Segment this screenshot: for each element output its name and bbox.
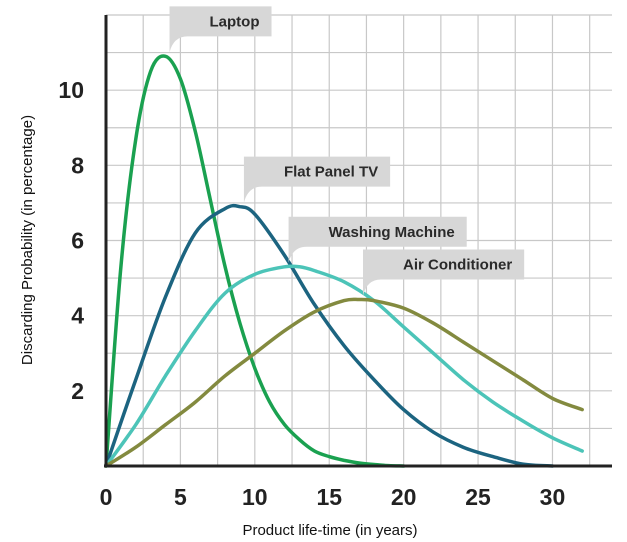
x-tick-label: 30 — [540, 484, 566, 510]
x-axis-title: Product life-time (in years) — [242, 522, 417, 539]
series-label-laptop: Laptop — [210, 13, 260, 30]
y-tick-label: 10 — [58, 77, 84, 103]
callout-air-conditioner: Air Conditioner — [363, 250, 524, 296]
y-tick-label: 8 — [71, 152, 84, 178]
series-line-air-conditioner — [106, 299, 582, 466]
x-tick-label: 15 — [316, 484, 342, 510]
series-label-flat-panel-tv: Flat Panel TV — [284, 164, 378, 181]
series-label-washing-machine: Washing Machine — [329, 224, 455, 241]
y-tick-label: 6 — [71, 228, 84, 254]
x-tick-label: 20 — [391, 484, 417, 510]
x-tick-label: 0 — [100, 484, 113, 510]
y-tick-label: 2 — [71, 378, 84, 404]
x-tick-label: 5 — [174, 484, 187, 510]
callout-flat-panel-tv: Flat Panel TV — [244, 157, 390, 203]
x-tick-label: 25 — [465, 484, 491, 510]
series-label-air-conditioner: Air Conditioner — [403, 257, 512, 274]
series-line-washing-machine — [106, 266, 582, 466]
y-tick-label: 4 — [71, 303, 84, 329]
x-tick-label: 10 — [242, 484, 268, 510]
y-axis-title: Discarding Probability (in percentage) — [19, 115, 36, 365]
callout-laptop: Laptop — [170, 6, 272, 52]
